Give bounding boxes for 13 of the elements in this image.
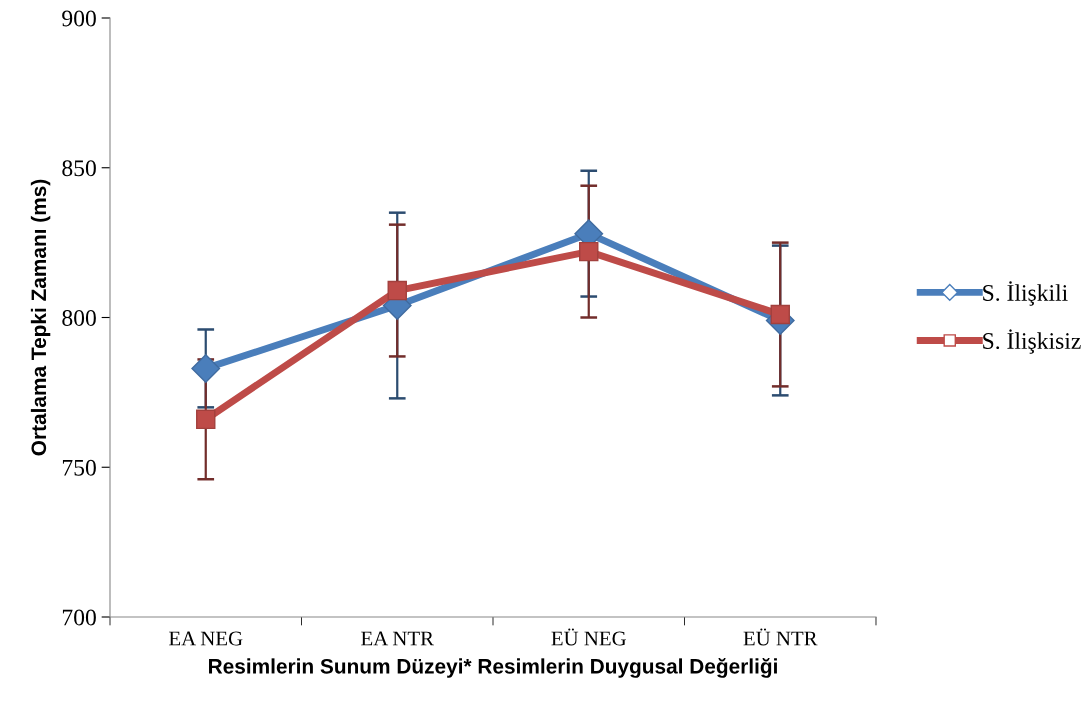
y-tick-label: 750 (62, 459, 96, 476)
legend-label: S. İlişkili (983, 281, 1068, 306)
x-tick-label: EA NEG (169, 631, 243, 646)
x-tick-label: EÜ NEG (551, 628, 626, 646)
y-tick-label: 800 (62, 309, 96, 326)
x-tick-label: EA NTR (361, 631, 434, 646)
y-tick-label: 900 (62, 10, 96, 27)
x-axis-title: Resimlerin Sunum Düzeyi* Resimlerin Duygusal Değerliği (209, 658, 777, 678)
x-tick-label: EÜ NTR (743, 628, 818, 646)
legend-label: S. İlişkisiz (983, 329, 1081, 354)
y-tick-label: 700 (62, 609, 96, 626)
y-tick-label: 850 (62, 160, 96, 177)
y-axis-title: Ortalama Tepki Zamanı (ms) (30, 179, 51, 456)
